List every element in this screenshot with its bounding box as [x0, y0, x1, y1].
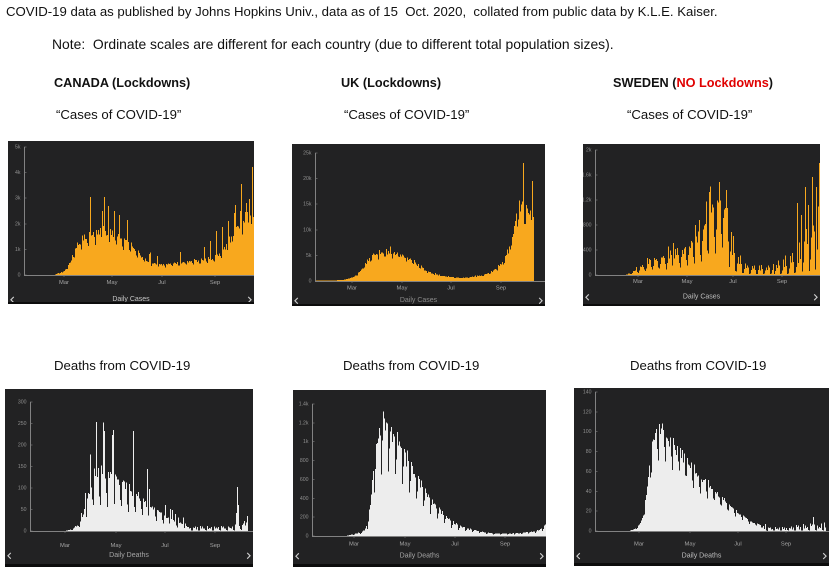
svg-text:Daily Deaths: Daily Deaths [109, 552, 149, 559]
svg-text:1.4k: 1.4k [299, 402, 309, 408]
svg-text:200: 200 [18, 443, 27, 449]
svg-text:400: 400 [583, 248, 592, 254]
svg-text:0: 0 [18, 273, 21, 279]
svg-text:140: 140 [583, 390, 592, 396]
svg-text:800: 800 [583, 223, 592, 229]
svg-text:120: 120 [583, 410, 592, 416]
svg-text:Sep: Sep [496, 285, 506, 291]
svg-text:1k: 1k [15, 247, 21, 253]
svg-text:Mar: Mar [634, 541, 644, 547]
svg-text:40: 40 [586, 489, 592, 495]
svg-text:250: 250 [18, 421, 27, 427]
svg-text:1.6k: 1.6k [583, 173, 592, 179]
svg-text:Sep: Sep [781, 541, 791, 547]
svg-text:Jul: Jul [734, 541, 741, 547]
svg-text:200: 200 [300, 515, 309, 521]
svg-text:May: May [397, 285, 408, 291]
svg-text:May: May [107, 280, 118, 286]
svg-text:Daily Cases: Daily Cases [400, 297, 438, 304]
svg-text:4k: 4k [15, 170, 21, 176]
svg-text:10k: 10k [303, 228, 312, 234]
svg-text:Sep: Sep [777, 279, 787, 285]
svg-text:Jul: Jul [447, 285, 454, 291]
svg-text:800: 800 [300, 458, 309, 464]
svg-text:3k: 3k [15, 196, 21, 202]
svg-text:Jul: Jul [451, 541, 458, 547]
svg-text:May: May [685, 541, 696, 547]
svg-text:600: 600 [300, 477, 309, 483]
svg-text:0: 0 [309, 279, 312, 285]
svg-text:400: 400 [300, 496, 309, 502]
svg-text:20: 20 [586, 509, 592, 515]
svg-text:1k: 1k [303, 439, 309, 445]
svg-text:0: 0 [24, 529, 27, 535]
svg-text:20k: 20k [303, 176, 312, 182]
svg-text:Daily Deaths: Daily Deaths [682, 552, 722, 559]
svg-text:1.2k: 1.2k [299, 421, 309, 427]
svg-text:50: 50 [21, 507, 27, 513]
svg-text:15k: 15k [303, 202, 312, 208]
svg-text:Jul: Jul [729, 279, 736, 285]
svg-text:Jul: Jul [161, 543, 168, 549]
svg-text:Mar: Mar [633, 279, 643, 285]
svg-text:Sep: Sep [210, 543, 220, 549]
svg-text:Daily Cases: Daily Cases [683, 294, 721, 301]
svg-text:May: May [682, 279, 693, 285]
svg-text:300: 300 [18, 400, 27, 406]
svg-text:25k: 25k [303, 151, 312, 157]
svg-text:0: 0 [589, 529, 592, 535]
svg-text:2k: 2k [586, 148, 592, 154]
svg-text:150: 150 [18, 464, 27, 470]
svg-text:5k: 5k [15, 145, 21, 151]
svg-text:May: May [400, 541, 411, 547]
svg-text:80: 80 [586, 449, 592, 455]
svg-text:2k: 2k [15, 222, 21, 228]
svg-text:May: May [111, 543, 122, 549]
svg-text:Sep: Sep [210, 280, 220, 286]
svg-text:Sep: Sep [500, 541, 510, 547]
svg-text:Mar: Mar [59, 280, 69, 286]
svg-text:0: 0 [306, 534, 309, 540]
svg-text:Daily Cases: Daily Cases [112, 296, 150, 303]
svg-text:5k: 5k [306, 253, 312, 259]
svg-text:60: 60 [586, 469, 592, 475]
svg-text:100: 100 [583, 429, 592, 435]
svg-text:Mar: Mar [349, 541, 359, 547]
svg-text:1.2k: 1.2k [583, 198, 592, 204]
svg-text:0: 0 [589, 273, 592, 279]
svg-text:100: 100 [18, 486, 27, 492]
svg-text:Mar: Mar [347, 285, 357, 291]
svg-text:Daily Deaths: Daily Deaths [400, 552, 440, 559]
svg-text:Mar: Mar [60, 543, 70, 549]
svg-text:Jul: Jul [158, 280, 165, 286]
